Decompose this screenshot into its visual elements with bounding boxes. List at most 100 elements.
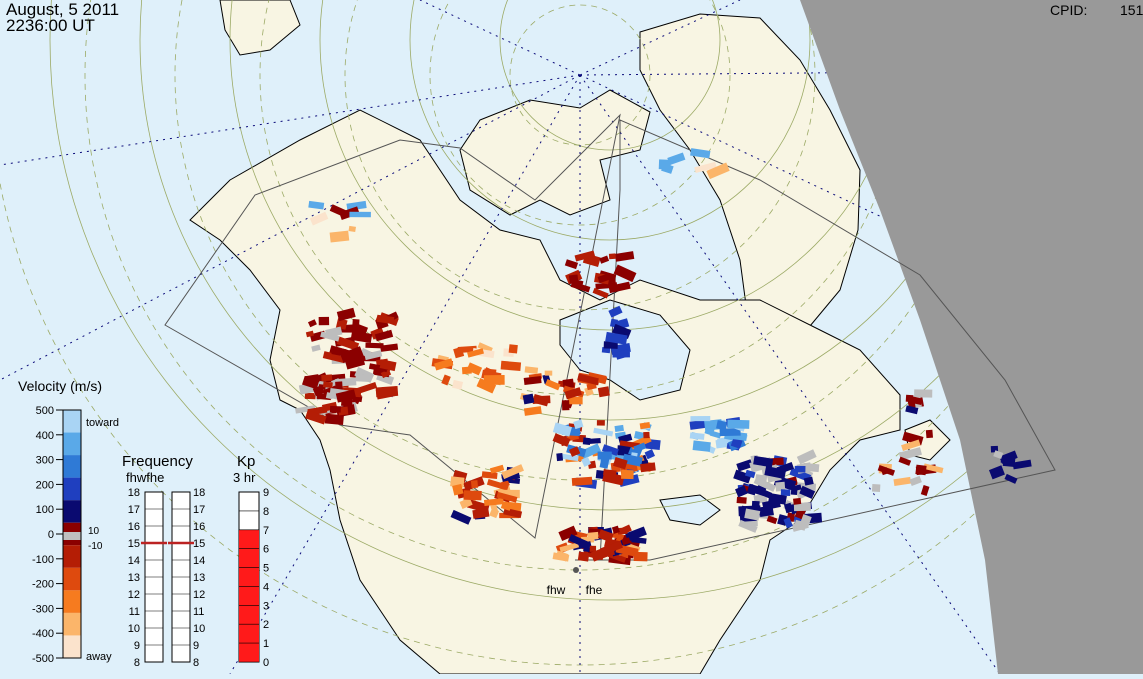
- velocity-cell: [599, 255, 610, 264]
- velocity-cell: [579, 443, 602, 460]
- velocity-cell: [325, 326, 343, 339]
- velocity-cell: [621, 469, 634, 480]
- velocity-cell: [360, 348, 372, 358]
- frequency-tick-right: 11: [193, 606, 204, 618]
- kp-tick-label: 3: [263, 600, 269, 612]
- velocity-cell: [336, 307, 356, 322]
- velocity-tick-label: -100: [32, 554, 54, 566]
- velocity-cell: [783, 502, 793, 514]
- frequency-tick-left: 9: [134, 640, 140, 652]
- velocity-cell: [365, 342, 384, 349]
- velocity-cell: [571, 476, 593, 486]
- velocity-color-step: [63, 432, 81, 456]
- velocity-cell: [744, 508, 761, 521]
- velocity-color-step: [63, 410, 81, 433]
- frequency-tick-left: 8: [134, 657, 140, 669]
- velocity-cell: [557, 453, 579, 462]
- velocity-cell: [640, 462, 656, 473]
- velocity-cell: [380, 343, 399, 352]
- velocity-cell: [611, 525, 620, 534]
- frequency-tick-right: 10: [193, 623, 205, 635]
- kp-tick-label: 5: [263, 563, 269, 575]
- velocity-tick-label: -300: [32, 603, 54, 615]
- velocity-cell: [500, 360, 522, 372]
- velocity-cell: [690, 148, 711, 159]
- velocity-cell: [736, 459, 753, 472]
- velocity-cell: [308, 200, 325, 210]
- velocity-cell: [793, 502, 811, 512]
- radar-code-fhe: fhe: [586, 583, 603, 597]
- velocity-cell: [694, 161, 717, 174]
- date-label: August, 5 2011: [6, 0, 120, 19]
- velocity-cell: [596, 420, 605, 426]
- velocity-cell: [602, 471, 625, 486]
- velocity-cell: [349, 211, 371, 218]
- radar-fov: [164, 113, 1056, 561]
- velocity-cell: [667, 152, 686, 166]
- velocity-cell: [552, 433, 571, 447]
- velocity-cell: [592, 287, 609, 299]
- velocity-cell: [481, 471, 498, 479]
- kp-title: Kp: [237, 453, 255, 470]
- velocity-cell: [476, 378, 497, 394]
- gs-minus-label: -10: [88, 541, 103, 552]
- velocity-cell: [617, 445, 632, 456]
- velocity-cell: [568, 446, 581, 457]
- velocity-tick-label: 0: [48, 529, 54, 541]
- frequency-tick-right: 18: [193, 487, 205, 499]
- velocity-cell: [764, 466, 787, 479]
- velocity-cell: [689, 432, 705, 440]
- velocity-cell: [744, 469, 756, 479]
- velocity-color-step: [63, 545, 81, 568]
- velocity-cell: [614, 251, 635, 262]
- velocity-cell: [796, 449, 817, 465]
- velocity-cell: [311, 344, 321, 352]
- velocity-cell: [923, 463, 944, 474]
- velocity-cell: [508, 344, 518, 354]
- north-america-land: [189, 109, 901, 674]
- kp-tick-label: 6: [263, 544, 269, 556]
- radar-code-fhw: fhw: [547, 583, 566, 597]
- velocity-cell: [322, 381, 333, 389]
- velocity-cell: [295, 405, 316, 414]
- velocity-cell: [379, 359, 397, 372]
- velocity-cell: [588, 438, 601, 444]
- velocity-cell: [871, 484, 881, 493]
- legend-panels: Velocity (m/s) 5004003002001000-100-200-…: [18, 378, 269, 669]
- velocity-cell: [350, 330, 373, 344]
- velocity-cell: [790, 485, 798, 496]
- velocity-cell: [567, 396, 583, 405]
- velocity-cell: [564, 387, 582, 400]
- velocity-cell: [441, 374, 451, 386]
- velocity-cell: [622, 453, 643, 467]
- velocity-cell: [925, 429, 934, 439]
- velocity-cell: [340, 397, 353, 407]
- velocity-cell: [880, 467, 889, 476]
- velocity-cell: [434, 358, 454, 371]
- velocity-color-step: [63, 477, 81, 501]
- frequency-tick-right: 12: [193, 589, 205, 601]
- velocity-cell: [690, 416, 711, 422]
- velocity-tick-label: -400: [32, 628, 54, 640]
- velocity-cell: [380, 369, 392, 379]
- velocity-cell: [898, 456, 912, 466]
- velocity-cell: [483, 498, 504, 506]
- kp-panel: 9 8 7 6 5 4 3 2 1 0: [238, 487, 269, 669]
- velocity-cell: [523, 376, 542, 386]
- velocity-cell: [574, 250, 596, 262]
- velocity-cell: [581, 456, 592, 467]
- velocity-cell: [893, 476, 912, 487]
- velocity-cell: [467, 348, 484, 358]
- frequency-tick-left: 13: [128, 572, 140, 584]
- velocity-tick-label: -500: [32, 653, 54, 665]
- velocity-cell: [905, 405, 919, 415]
- velocity-cell: [621, 537, 631, 546]
- velocity-cell: [753, 455, 774, 468]
- frequency-tick-right: 13: [193, 572, 205, 584]
- velocity-cell: [486, 479, 509, 491]
- velocity-cell: [307, 319, 317, 328]
- frequency-tick-left: 14: [128, 555, 140, 567]
- velocity-color-step: [63, 567, 81, 591]
- velocity-cell: [593, 427, 614, 437]
- velocity-cell: [802, 462, 820, 473]
